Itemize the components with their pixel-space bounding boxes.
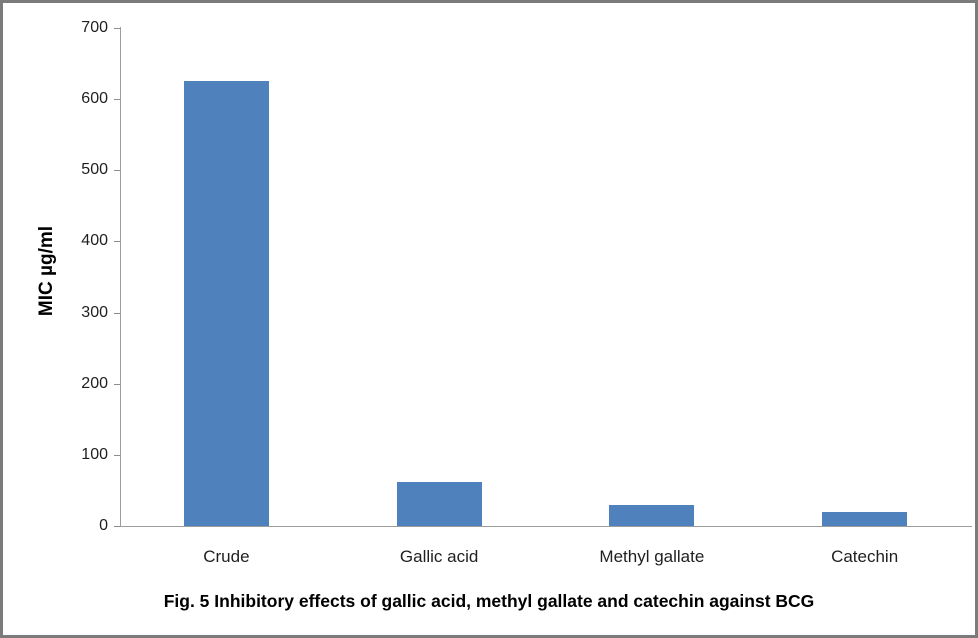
y-tick bbox=[114, 170, 120, 172]
bar-catechin bbox=[822, 511, 908, 526]
y-tick-label: 300 bbox=[81, 303, 108, 321]
y-tick-label: 100 bbox=[81, 445, 108, 463]
y-tick-label: 200 bbox=[81, 374, 108, 392]
y-tick bbox=[114, 454, 120, 456]
category-label-crude: Crude bbox=[203, 547, 250, 566]
y-axis-line bbox=[120, 27, 121, 527]
chart-caption: Fig. 5 Inhibitory effects of gallic acid… bbox=[163, 591, 815, 611]
y-tick bbox=[114, 28, 120, 29]
y-tick bbox=[114, 526, 120, 527]
category-label-gallic-acid: Gallic acid bbox=[399, 547, 479, 566]
y-axis-title: MIC µg/ml bbox=[36, 225, 57, 317]
y-tick-label: 400 bbox=[81, 232, 108, 250]
x-axis-line bbox=[120, 526, 972, 527]
plot-area: 0 100 200 300 400 500 600 700 Crude Gallic acid Me… bbox=[3, 3, 975, 635]
y-tick bbox=[114, 383, 120, 385]
y-tick bbox=[114, 241, 120, 243]
y-tick-label: 700 bbox=[81, 19, 108, 36]
bar-crude bbox=[183, 81, 269, 526]
y-tick bbox=[114, 312, 120, 314]
bar-methyl-gallate bbox=[609, 504, 695, 526]
bar-gallic-acid bbox=[396, 481, 482, 526]
y-tick-label: 600 bbox=[81, 90, 108, 108]
category-label-catechin: Catechin bbox=[831, 547, 899, 566]
category-label-methyl-gallate: Methyl gallate bbox=[599, 547, 705, 566]
y-tick-label: 500 bbox=[81, 161, 108, 179]
y-tick-label: 0 bbox=[99, 517, 108, 534]
y-tick bbox=[114, 99, 120, 101]
